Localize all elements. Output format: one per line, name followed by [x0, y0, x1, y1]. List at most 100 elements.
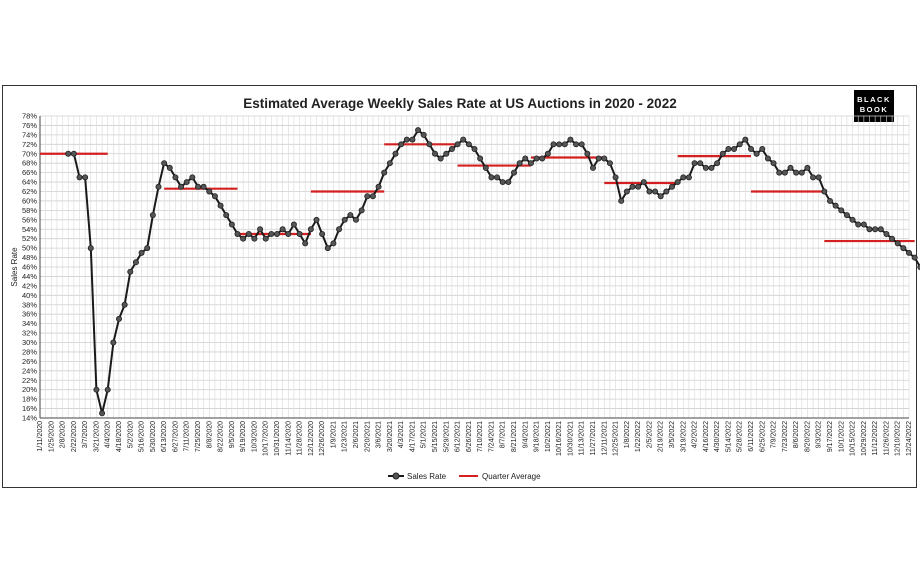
sales-rate-point [240, 235, 247, 242]
sales-rate-point [646, 188, 653, 195]
sales-rate-point [680, 174, 687, 181]
sales-rate-point [347, 212, 354, 219]
sales-rate-point [849, 216, 856, 223]
sales-rate-point [251, 235, 258, 242]
sales-rate-point [273, 230, 280, 237]
x-tick-label: 6/11/2022 [748, 421, 755, 452]
sales-rate-point [561, 141, 568, 148]
x-tick-label: 6/26/2021 [466, 421, 473, 452]
x-tick-label: 10/3/2020 [251, 421, 258, 452]
y-tick-label: 22% [22, 376, 37, 385]
x-tick-label: 8/7/2021 [500, 421, 507, 448]
x-tick-label: 12/12/2020 [308, 421, 315, 456]
y-tick-label: 14% [22, 414, 37, 423]
x-tick-label: 9/17/2022 [827, 421, 834, 452]
sales-rate-point [431, 150, 438, 157]
sales-rate-point [601, 155, 608, 162]
sales-rate-point [906, 249, 913, 256]
sales-rate-point [392, 150, 399, 157]
sales-rate-point [539, 155, 546, 162]
sales-rate-point [296, 230, 303, 237]
sales-rate-point [279, 226, 286, 233]
sales-rate-point [420, 131, 427, 138]
sales-rate-point [155, 183, 162, 190]
y-tick-label: 30% [22, 338, 37, 347]
sales-rate-point [573, 141, 580, 148]
sales-rate-point [494, 174, 501, 181]
x-tick-label: 7/10/2021 [477, 421, 484, 452]
logo-line-1: BLACK [857, 95, 891, 104]
chart-title: Estimated Average Weekly Sales Rate at U… [243, 96, 677, 111]
sales-rate-point [623, 188, 630, 195]
sales-rate-point [172, 174, 179, 181]
sales-rate-point [685, 174, 692, 181]
y-tick-label: 68% [22, 159, 37, 168]
y-tick-label: 20% [22, 385, 37, 394]
x-tick-label: 5/28/2022 [737, 421, 744, 452]
y-tick-label: 70% [22, 149, 37, 158]
y-tick-label: 78% [22, 112, 37, 121]
sales-rate-point [488, 174, 495, 181]
sales-rate-point [465, 141, 472, 148]
x-tick-label: 12/24/2022 [906, 421, 913, 456]
sales-rate-point [70, 150, 77, 157]
x-tick-label: 6/13/2020 [161, 421, 168, 452]
sales-rate-point [358, 207, 365, 214]
x-tick-label: 2/8/2020 [60, 421, 67, 448]
y-tick-label: 48% [22, 253, 37, 262]
sales-rate-point [206, 188, 213, 195]
sales-rate-point [652, 188, 659, 195]
logo-line-2: BOOK [859, 105, 889, 114]
sales-rate-point [748, 146, 755, 153]
sales-rate-point [234, 230, 241, 237]
sales-rate-point [663, 188, 670, 195]
x-tick-label: 1/8/2022 [624, 421, 631, 448]
sales-rate-point [544, 150, 551, 157]
sales-rate-point [302, 240, 309, 247]
sales-rate-point [527, 160, 534, 167]
x-tick-label: 1/25/2020 [48, 421, 55, 452]
sales-rate-point [883, 230, 890, 237]
sales-rate-point [832, 202, 839, 209]
x-tick-label: 5/29/2021 [443, 421, 450, 452]
x-tick-label: 4/2/2022 [692, 421, 699, 448]
sales-rate-point [200, 183, 207, 190]
sales-rate-point [307, 226, 314, 233]
sales-rate-point [93, 386, 100, 393]
x-tick-label: 5/15/2021 [432, 421, 439, 452]
sales-rate-point [454, 141, 461, 148]
sales-rate-point [223, 212, 230, 219]
sales-rate-point [369, 193, 376, 200]
sales-rate-point [674, 179, 681, 186]
x-tick-label: 9/18/2021 [534, 421, 541, 452]
sales-rate-point [567, 136, 574, 143]
legend-quarter-average-label: Quarter Average [482, 472, 541, 481]
sales-rate-point [815, 174, 822, 181]
sales-rate-point [900, 245, 907, 252]
sales-rate-point [804, 164, 811, 171]
x-tick-label: 9/19/2020 [240, 421, 247, 452]
x-tick-label: 1/22/2022 [635, 421, 642, 452]
sales-rate-point [877, 226, 884, 233]
sales-rate-point [657, 193, 664, 200]
x-tick-label: 6/27/2020 [172, 421, 179, 452]
y-tick-label: 26% [22, 357, 37, 366]
sales-rate-point [590, 164, 597, 171]
sales-rate-point [606, 160, 613, 167]
y-tick-label: 16% [22, 404, 37, 413]
x-tick-label: 11/28/2020 [297, 421, 304, 456]
sales-rate-point [911, 254, 918, 261]
x-axis-ticks: 1/11/2020 1/25/2020 2/8/2020 2/22/2020 3/7/2… [37, 421, 913, 456]
sales-rate-point [889, 235, 896, 242]
sales-rate-point [635, 183, 642, 190]
x-tick-label: 3/5/2022 [669, 421, 676, 448]
sales-rate-point [149, 212, 156, 219]
legend-sales-rate-label: Sales Rate [407, 472, 447, 481]
x-tick-label: 9/3/2022 [816, 421, 823, 448]
x-tick-label: 3/19/2022 [680, 421, 687, 452]
sales-rate-point [810, 174, 817, 181]
sales-rate-point [482, 164, 489, 171]
sales-rate-point [798, 169, 805, 176]
y-tick-label: 52% [22, 234, 37, 243]
x-tick-label: 11/27/2021 [590, 421, 597, 456]
